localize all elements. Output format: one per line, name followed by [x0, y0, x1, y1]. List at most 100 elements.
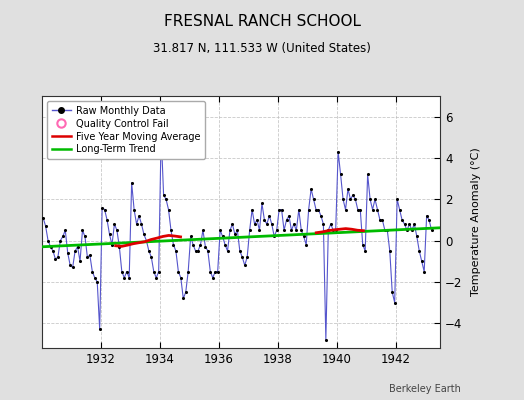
- Point: [248, 206, 256, 213]
- Point: [272, 227, 281, 234]
- Point: [302, 242, 310, 248]
- Point: [358, 242, 367, 248]
- Point: [152, 274, 160, 281]
- Point: [204, 248, 212, 254]
- Point: [351, 196, 359, 202]
- Point: [241, 262, 249, 268]
- Point: [169, 242, 178, 248]
- Point: [386, 248, 394, 254]
- Point: [420, 268, 429, 275]
- Text: 31.817 N, 111.533 W (United States): 31.817 N, 111.533 W (United States): [153, 42, 371, 55]
- Point: [76, 258, 84, 264]
- Point: [373, 206, 381, 213]
- Point: [179, 295, 188, 302]
- Point: [211, 268, 220, 275]
- Point: [265, 213, 274, 219]
- Point: [93, 279, 102, 285]
- Point: [147, 254, 156, 260]
- Point: [125, 274, 134, 281]
- Point: [53, 254, 62, 260]
- Point: [316, 213, 325, 219]
- Point: [191, 248, 200, 254]
- Point: [368, 206, 377, 213]
- Point: [174, 268, 182, 275]
- Point: [233, 227, 242, 234]
- Point: [61, 227, 70, 234]
- Point: [44, 237, 52, 244]
- Point: [63, 250, 72, 256]
- Point: [356, 206, 365, 213]
- Point: [83, 254, 92, 260]
- Point: [123, 268, 131, 275]
- Point: [213, 268, 222, 275]
- Point: [187, 233, 195, 240]
- Point: [140, 231, 148, 238]
- Point: [304, 206, 313, 213]
- Point: [59, 233, 67, 240]
- Point: [155, 268, 163, 275]
- Point: [159, 192, 168, 198]
- Point: [380, 227, 389, 234]
- Point: [120, 274, 128, 281]
- Point: [378, 217, 387, 223]
- Point: [167, 227, 175, 234]
- Point: [142, 237, 150, 244]
- Point: [177, 274, 185, 281]
- Point: [162, 196, 170, 202]
- Point: [110, 221, 118, 227]
- Point: [412, 233, 421, 240]
- Point: [46, 244, 54, 250]
- Point: [145, 248, 153, 254]
- Legend: Raw Monthly Data, Quality Control Fail, Five Year Moving Average, Long-Term Tren: Raw Monthly Data, Quality Control Fail, …: [47, 101, 205, 159]
- Point: [98, 204, 106, 211]
- Point: [383, 227, 391, 234]
- Point: [344, 186, 352, 192]
- Point: [105, 231, 114, 238]
- Point: [422, 213, 431, 219]
- Point: [194, 248, 202, 254]
- Point: [216, 227, 224, 234]
- Point: [165, 206, 173, 213]
- Point: [418, 258, 426, 264]
- Point: [400, 221, 409, 227]
- Point: [339, 196, 347, 202]
- Point: [236, 248, 244, 254]
- Point: [371, 196, 379, 202]
- Point: [341, 206, 350, 213]
- Point: [361, 248, 369, 254]
- Point: [376, 217, 384, 223]
- Point: [364, 171, 372, 178]
- Point: [117, 268, 126, 275]
- Point: [56, 237, 64, 244]
- Point: [390, 299, 399, 306]
- Point: [285, 213, 293, 219]
- Point: [127, 180, 136, 186]
- Point: [51, 256, 60, 262]
- Point: [398, 217, 406, 223]
- Point: [95, 326, 104, 333]
- Point: [71, 248, 79, 254]
- Point: [157, 130, 166, 136]
- Point: [228, 221, 237, 227]
- Point: [113, 227, 121, 234]
- Point: [245, 227, 254, 234]
- Point: [69, 264, 77, 271]
- Text: FRESNAL RANCH SCHOOL: FRESNAL RANCH SCHOOL: [163, 14, 361, 29]
- Point: [388, 289, 397, 296]
- Point: [415, 248, 423, 254]
- Point: [181, 289, 190, 296]
- Point: [292, 227, 301, 234]
- Point: [403, 227, 411, 234]
- Point: [275, 206, 283, 213]
- Point: [226, 227, 234, 234]
- Point: [209, 274, 217, 281]
- Point: [312, 206, 320, 213]
- Point: [354, 206, 362, 213]
- Point: [319, 221, 328, 227]
- Point: [348, 192, 357, 198]
- Y-axis label: Temperature Anomaly (°C): Temperature Anomaly (°C): [471, 148, 481, 296]
- Point: [393, 196, 401, 202]
- Point: [270, 233, 278, 240]
- Point: [405, 221, 413, 227]
- Point: [329, 227, 337, 234]
